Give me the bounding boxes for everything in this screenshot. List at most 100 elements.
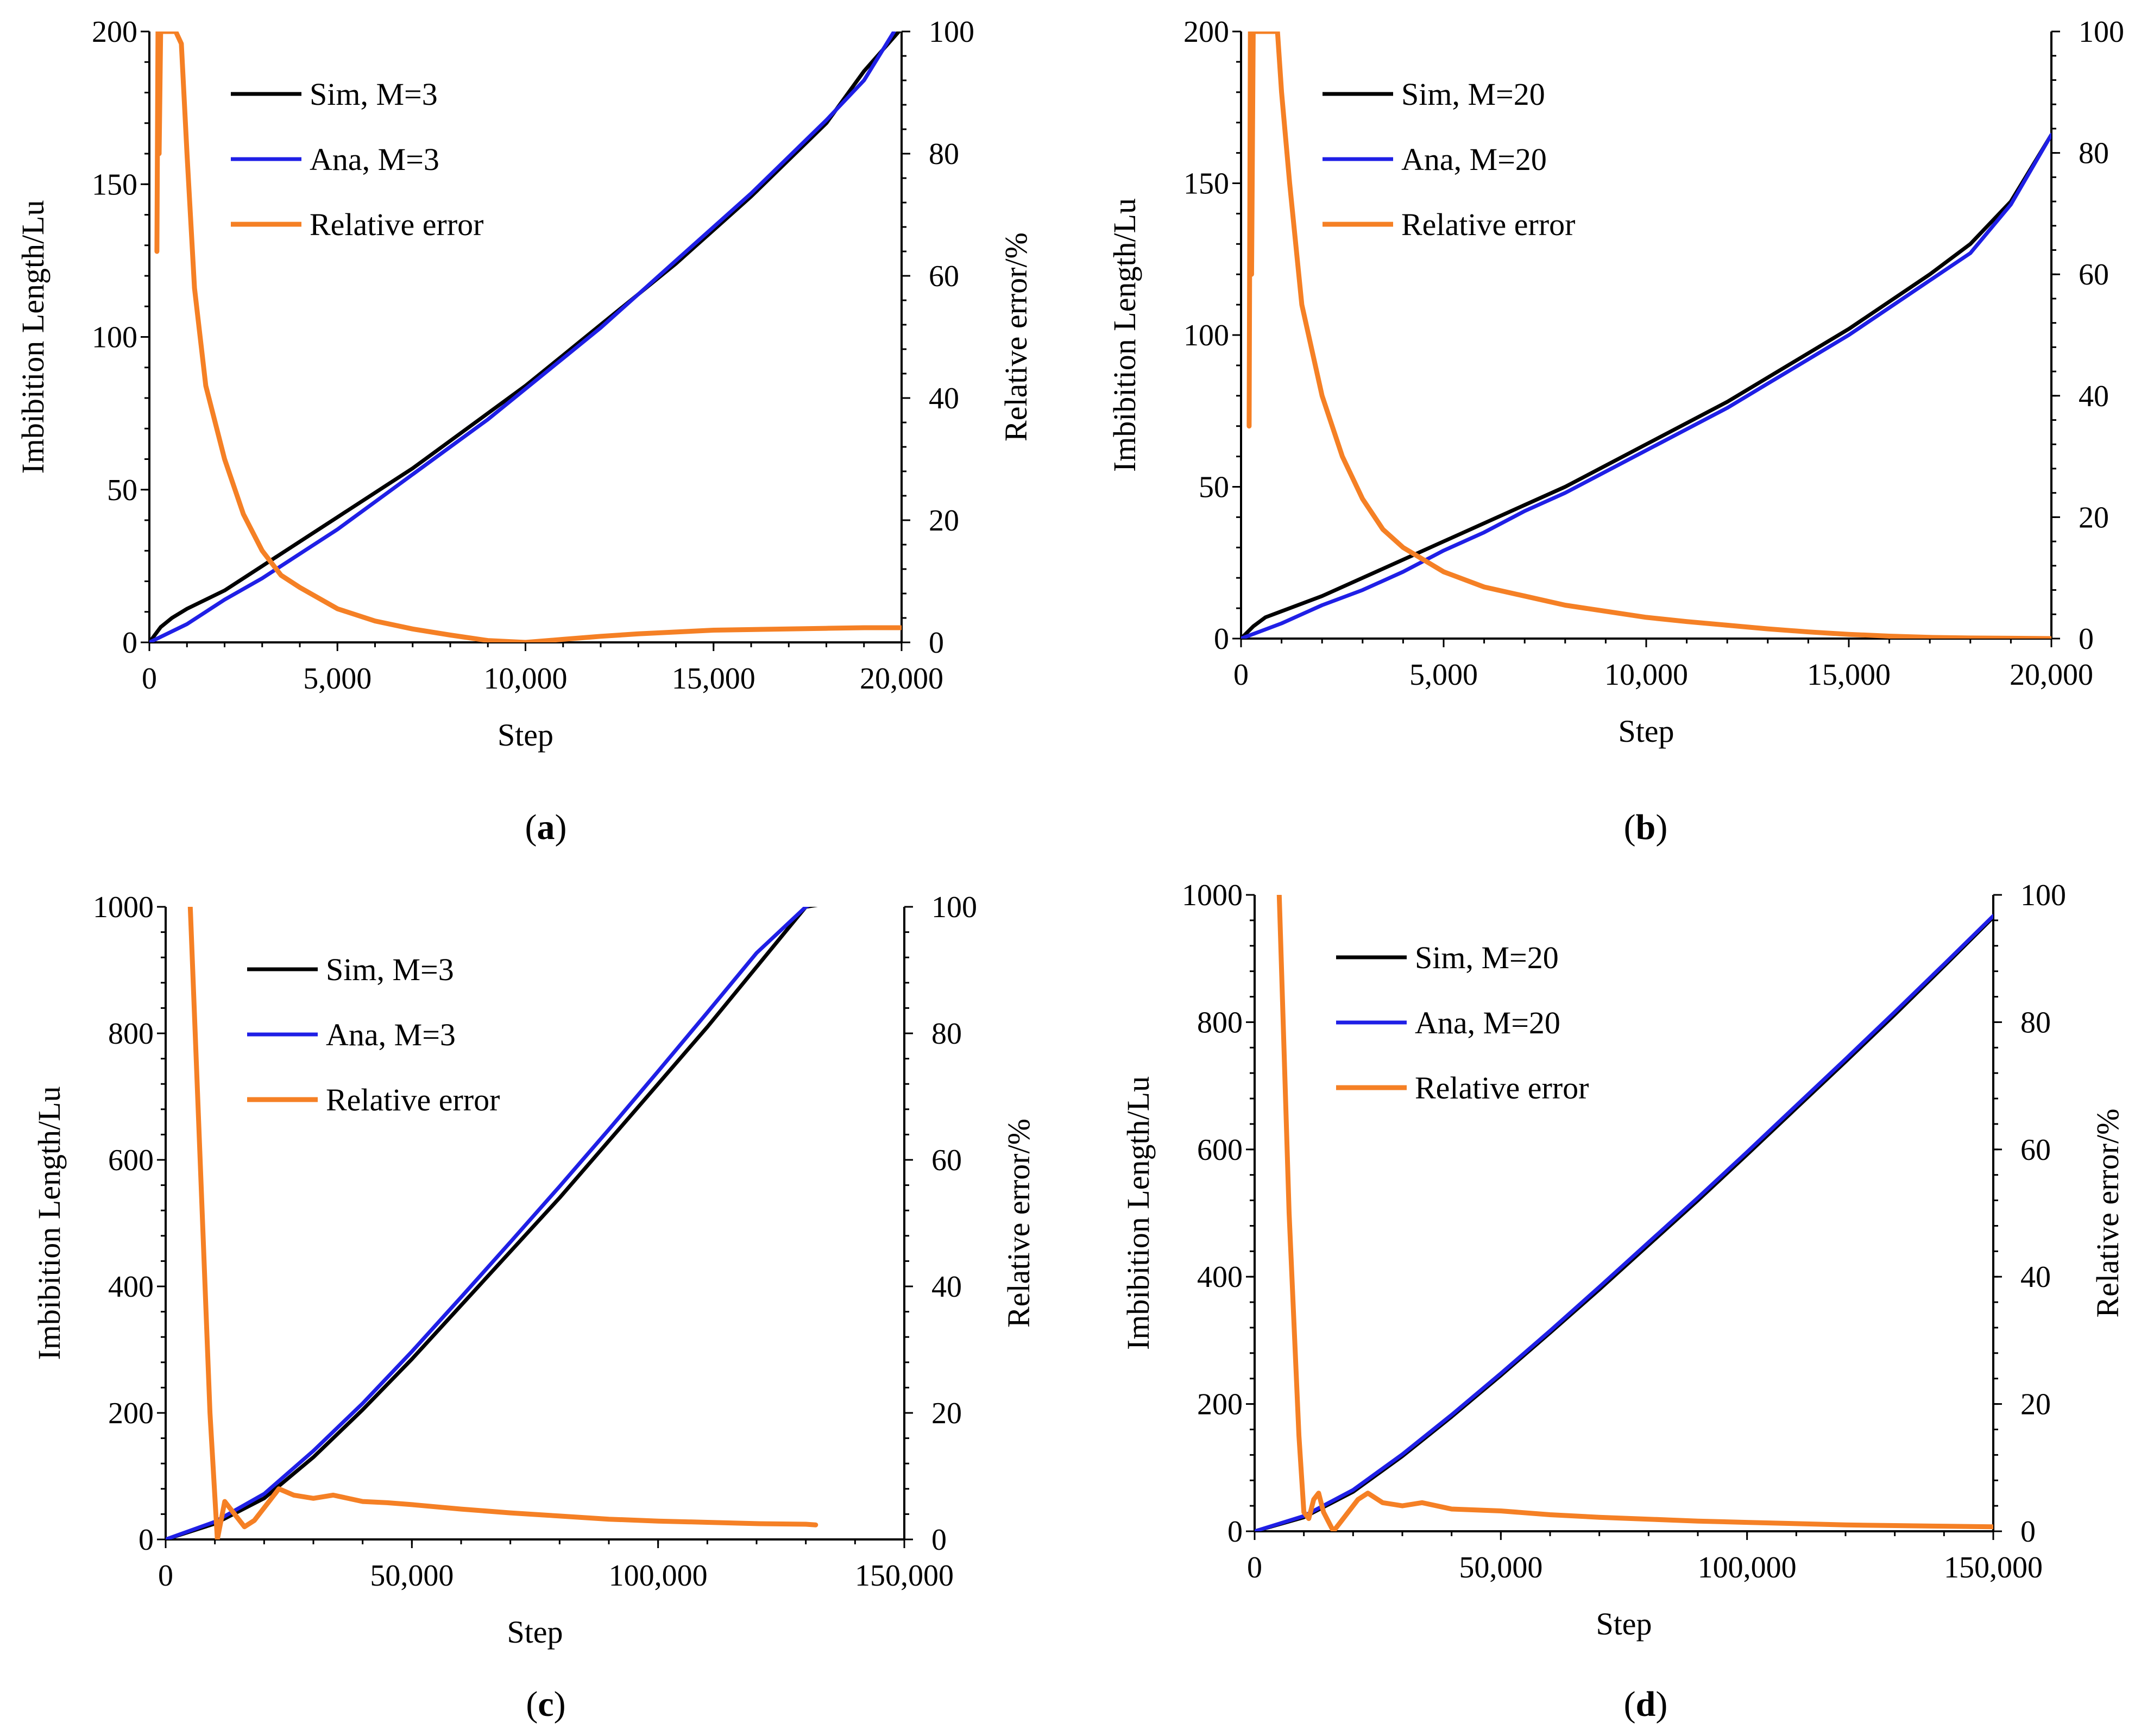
x-tick-label: 150,000 [855, 1559, 954, 1593]
caption-paren-open: ( [525, 807, 537, 847]
x-axis-title: Step [1596, 1606, 1652, 1642]
y-tick-label: 1000 [93, 891, 154, 924]
legend-label: Sim, M=3 [326, 952, 454, 987]
legend-label: Sim, M=20 [1401, 77, 1545, 112]
y2-tick-label: 60 [2020, 1133, 2051, 1167]
y-tick-label: 100 [92, 321, 137, 355]
y2-tick-label: 20 [931, 1397, 962, 1430]
y2-tick-label: 60 [929, 260, 959, 293]
y-tick-label: 0 [122, 626, 137, 660]
y-axis-title: Imbibition Length/Lu [32, 1086, 67, 1360]
y-tick-label: 800 [108, 1017, 154, 1051]
x-tick-label: 20,000 [860, 662, 943, 696]
chart-panel-b: 0 5,000 10,000 15,000 20,0000501001502000204… [1107, 15, 2124, 749]
x-tick-label: 0 [1233, 658, 1249, 692]
y-tick-label: 50 [107, 474, 137, 507]
caption-paren-close: ) [1655, 1684, 1667, 1724]
series-line-sim [1241, 132, 2051, 639]
caption-letter: b [1636, 807, 1656, 847]
caption-paren-open: ( [526, 1684, 538, 1724]
y-tick-label: 200 [1197, 1388, 1243, 1422]
y-tick-label: 150 [92, 168, 137, 201]
x-tick-label: 0 [158, 1559, 173, 1593]
x-tick-label: 10,000 [484, 662, 568, 696]
y2-axis-title: Relative error/% [1001, 1119, 1036, 1328]
y2-tick-label: 40 [2079, 380, 2109, 413]
y-tick-label: 200 [108, 1397, 154, 1430]
y2-tick-label: 20 [929, 504, 959, 538]
x-tick-label: 15,000 [672, 662, 755, 696]
y2-tick-label: 40 [2020, 1260, 2051, 1294]
x-tick-label: 0 [142, 662, 157, 696]
x-tick-label: 100,000 [609, 1559, 708, 1593]
legend-label: Ana, M=20 [1401, 142, 1547, 177]
x-axis-title: Step [1618, 714, 1674, 749]
x-tick-label: 5,000 [1409, 658, 1478, 692]
caption-letter: d [1636, 1684, 1656, 1724]
x-tick-label: 5,000 [303, 662, 371, 696]
y2-tick-label: 40 [931, 1270, 962, 1304]
y-tick-label: 400 [108, 1270, 154, 1304]
y2-tick-label: 100 [929, 15, 974, 49]
x-tick-label: 10,000 [1604, 658, 1688, 692]
series-line-sim [166, 907, 818, 1539]
y-tick-label: 200 [1183, 15, 1229, 49]
caption-paren-open: ( [1624, 807, 1636, 847]
caption-letter: c [538, 1684, 553, 1724]
caption-letter: a [537, 807, 555, 847]
y2-tick-label: 60 [931, 1144, 962, 1177]
legend-label: Relative error [1415, 1070, 1589, 1106]
y2-tick-label: 60 [2079, 258, 2109, 292]
y-tick-label: 600 [108, 1144, 154, 1177]
panel-caption-d: (d) [1624, 1684, 1668, 1724]
y2-tick-label: 80 [931, 1017, 962, 1051]
y-tick-label: 800 [1197, 1006, 1243, 1039]
x-tick-label: 15,000 [1807, 658, 1891, 692]
legend-label: Ana, M=3 [310, 142, 439, 177]
y2-tick-label: 100 [2020, 879, 2066, 912]
series-line-error [1276, 895, 1993, 1531]
caption-paren-close: ) [1655, 807, 1667, 847]
y-tick-label: 0 [1227, 1515, 1243, 1549]
y2-tick-label: 0 [931, 1523, 947, 1557]
y2-tick-label: 0 [2079, 622, 2094, 656]
legend-label: Relative error [1401, 207, 1575, 242]
caption-paren-close: ) [555, 807, 567, 847]
y2-tick-label: 100 [2079, 15, 2124, 49]
y2-tick-label: 80 [2079, 137, 2109, 171]
chart-panel-c: 0 50,000 100,000 150,0000200400600800100002… [32, 891, 1036, 1650]
y-tick-label: 600 [1197, 1133, 1243, 1167]
legend-label: Sim, M=20 [1415, 940, 1559, 975]
y2-axis-title: Relative error/% [998, 232, 1034, 441]
y2-tick-label: 80 [2020, 1006, 2051, 1039]
y-tick-label: 150 [1183, 167, 1229, 201]
series-line-sim [1255, 915, 1993, 1531]
y-axis-title: Imbibition Length/Lu [15, 200, 51, 474]
y2-axis-title: Relative error/% [2090, 1109, 2125, 1318]
y2-tick-label: 0 [2020, 1515, 2036, 1549]
y-tick-label: 1000 [1182, 879, 1243, 912]
series-line-error [154, 31, 902, 642]
y2-tick-label: 40 [929, 382, 959, 415]
x-tick-label: 50,000 [370, 1559, 454, 1593]
y-tick-label: 200 [92, 15, 137, 49]
series-line-ana [166, 907, 810, 1539]
y-tick-label: 50 [1199, 471, 1229, 504]
y-tick-label: 0 [138, 1523, 154, 1557]
y-tick-label: 0 [1214, 622, 1229, 656]
panel-caption-a: (a) [525, 807, 567, 847]
chart-panel-d: 0 50,000 100,000 150,0000200400600800100002… [1120, 879, 2125, 1642]
series-line-error [1246, 31, 2051, 639]
y-axis-title: Imbibition Length/Lu [1107, 198, 1142, 472]
y-tick-label: 100 [1183, 319, 1229, 352]
legend-label: Relative error [310, 207, 483, 242]
legend-label: Relative error [326, 1082, 500, 1118]
x-tick-label: 150,000 [1944, 1551, 2043, 1585]
panel-caption-b: (b) [1624, 807, 1668, 847]
caption-paren-close: ) [554, 1684, 566, 1724]
legend-label: Sim, M=3 [310, 77, 438, 112]
legend-label: Ana, M=3 [326, 1017, 456, 1052]
x-tick-label: 0 [1247, 1551, 1262, 1585]
y2-tick-label: 0 [929, 626, 944, 660]
